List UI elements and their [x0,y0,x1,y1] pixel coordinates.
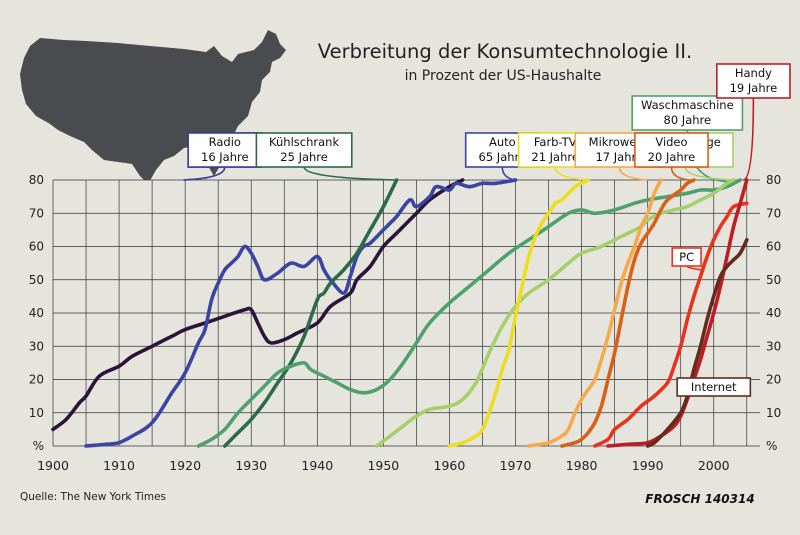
series-line-k-hlschrank [223,178,399,448]
series-line-radio [84,178,518,448]
tag-box-handy [715,63,791,99]
artist-signature: FROSCH 140314 [645,492,754,506]
tag-name-pc: PC [679,250,694,264]
x-tick-label: 1940 [301,458,333,473]
y-tick-label: % [766,439,777,453]
tag-name-farb-tv: Farb-TV [534,135,577,149]
y-tick-label: 80 [766,173,781,187]
chart-title: Verbreitung der Konsumtechnologie II. [318,40,692,63]
x-tick-label: 1930 [235,458,267,473]
series-lines [51,178,749,448]
series-line-video [560,178,696,448]
tag-years-waschmaschine: 80 Jahre [664,113,712,127]
y-tick-label: 70 [29,206,44,220]
tag-name-radio: Radio [209,135,241,149]
y-tick-label: 20 [29,373,44,387]
x-tick-label: 1920 [169,458,201,473]
y-tick-labels-right: % 10 20 30 40 50 60 70 80 [766,173,781,453]
series-line-telefon [51,178,465,432]
grid [52,179,760,447]
tag-name-waschmaschine: Waschmaschine [641,98,734,112]
y-tick-label: 50 [766,273,781,287]
tag-leader-handy [743,97,755,181]
tag-name-internet: Internet [691,380,737,394]
series-tag-pc: PC [671,247,702,271]
tag-years-auto: 65 Jahre [479,150,527,164]
x-tick-label: 1910 [103,458,135,473]
x-tick-labels: 1900 1910 1920 1930 1940 1950 1960 1970 1980 1990… [37,458,730,473]
series-line-mikrowelle [526,178,663,448]
tag-years-farb-tv: 21 Jahre [531,150,579,164]
series-line-internet [645,238,749,448]
tag-years-handy: 19 Jahre [730,81,778,95]
tag-years-mikrowelle: 17 Jahre [595,150,643,164]
tag-leader-video [670,166,690,181]
tag-box-video [634,132,709,168]
tag-box-waschmaschine [631,95,744,131]
y-tick-label: 30 [766,339,781,353]
y-tick-label: 30 [29,339,44,353]
y-tick-label: 60 [766,240,781,254]
series-line-pc [593,201,749,448]
tag-box-pc [671,247,702,267]
tag-years-radio: 16 Jahre [201,150,249,164]
tag-leader-klimaanlage [684,166,734,181]
y-tick-label: 10 [29,406,44,420]
tag-box-k-hlschrank [255,132,353,168]
tag-leader-radio [183,166,226,181]
tag-leader-farb-tv [554,166,589,181]
y-tick-label: % [33,439,44,453]
series-line-handy [606,178,749,448]
y-tick-labels-left: % 10 20 30 40 50 60 70 80 [29,173,44,453]
x-tick-label: 1900 [37,458,69,473]
tag-name-k-hlschrank: Kühlschrank [269,135,339,149]
series-line-farb-tv [447,178,590,448]
x-tick-label: 2000 [698,458,730,473]
tag-years-video: 20 Jahre [648,150,696,164]
y-tick-label: 80 [29,173,44,187]
y-tick-label: 60 [29,240,44,254]
y-tick-label: 10 [766,406,781,420]
series-line-klimaanlage [375,178,736,448]
tag-name-video: Video [655,135,687,149]
y-tick-label: 70 [766,206,781,220]
x-tick-label: 1970 [500,458,532,473]
y-tick-label: 20 [766,373,781,387]
x-tick-label: 1990 [632,458,664,473]
source-text: Quelle: The New York Times [20,491,166,503]
x-tick-label: 1980 [566,458,598,473]
y-tick-label: 50 [29,273,44,287]
tag-years-k-hlschrank: 25 Jahre [280,150,328,164]
y-tick-label: 40 [766,306,781,320]
tag-leader-auto [501,166,516,181]
tag-leader-mikrowelle [618,166,648,181]
series-tag-internet: Internet [676,377,752,397]
tag-box-radio [187,132,263,168]
x-tick-label: 1950 [367,458,399,473]
tag-leader-k-hlschrank [303,166,397,181]
x-tick-label: 1960 [434,458,466,473]
tag-name-auto: Auto [489,135,516,149]
tag-box-internet [676,377,752,397]
series-line-waschmaschine [196,178,742,448]
y-tick-label: 40 [29,306,44,320]
chart-subtitle: in Prozent der US-Haushalte [405,68,602,84]
tag-name-handy: Handy [735,66,772,80]
